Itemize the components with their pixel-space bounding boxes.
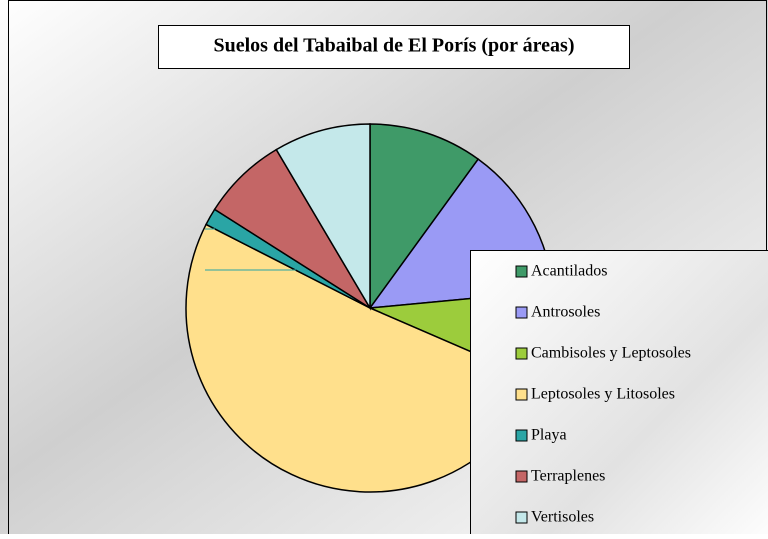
chart-title: Suelos del Tabaibal de El Porís (por áre… [214,35,575,57]
legend-swatch [516,266,527,277]
legend-label: Acantilados [531,263,607,280]
legend-label: Leptosoles y Litosoles [531,386,675,403]
legend-swatch [516,389,527,400]
legend-label: Playa [531,427,567,444]
legend-label: Terraplenes [531,468,605,485]
legend-swatch [516,512,527,523]
legend-swatch [516,348,527,359]
legend-label: Antrosoles [531,304,600,321]
legend-swatch [516,430,527,441]
legend-label: Cambisoles y Leptosoles [531,345,691,362]
legend-swatch [516,471,527,482]
legend-swatch [516,307,527,318]
legend-label: Vertisoles [531,509,594,526]
